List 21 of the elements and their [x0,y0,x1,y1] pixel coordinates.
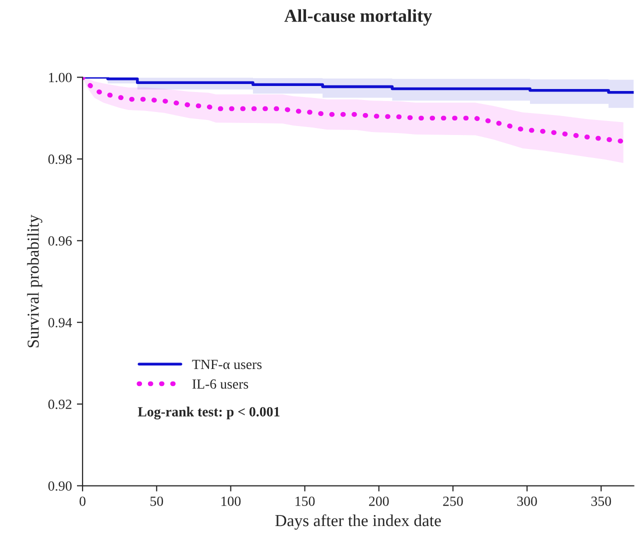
y-tick-label: 0.94 [48,318,72,328]
x-tick-label: 0 [80,496,86,506]
x-tick-label: 150 [296,496,315,506]
y-tick-label: 0.90 [48,481,72,491]
x-axis-title: Days after the index date [275,514,441,530]
x-tick-label: 350 [591,496,612,506]
annotation: Log-rank test: p < 0.001 [138,406,280,420]
legend-label: IL-6 users [192,379,248,389]
x-tick-label: 100 [222,496,241,506]
line-series [82,77,626,144]
x-tick-label: 250 [443,496,463,506]
x-tick-label: 50 [150,496,164,506]
y-tick-label: 1.00 [49,72,72,82]
legend-label: TNF-α users [192,360,262,370]
chart-title: All-cause mortality [284,9,432,26]
y-tick-label: 0.96 [48,236,72,246]
y-tick-label: 0.92 [48,400,72,410]
x-tick-label: 200 [369,496,389,506]
y-tick-label: 0.98 [48,154,72,164]
x-tick-label: 300 [517,496,537,506]
y-axis-title: Survival probability [27,214,42,348]
